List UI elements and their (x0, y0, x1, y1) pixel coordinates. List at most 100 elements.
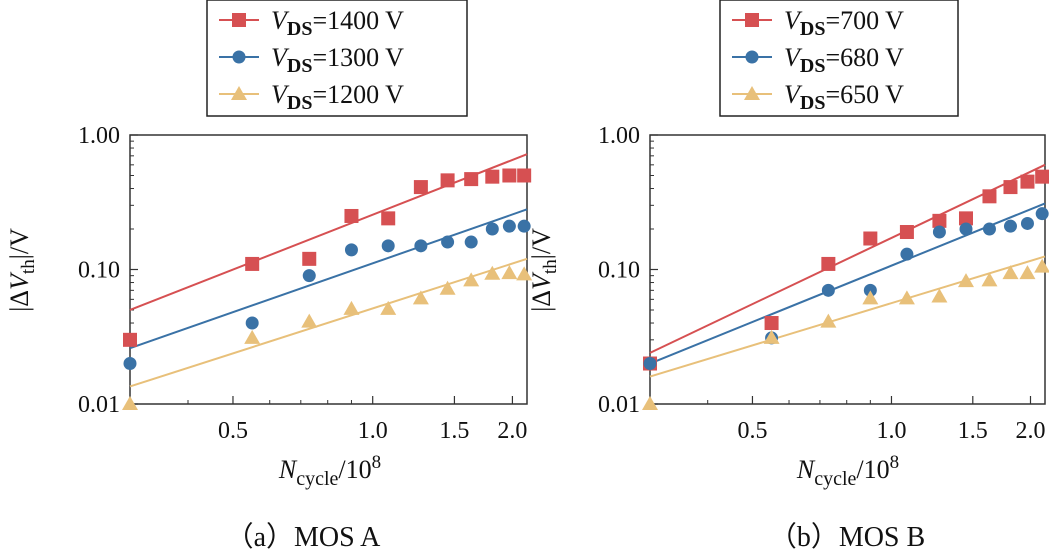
fit-line-square (649, 163, 1046, 354)
data-point-circle (381, 239, 395, 253)
data-point-square (245, 256, 260, 271)
y-axis-label: |ΔVth|/V (5, 228, 39, 312)
data-point-square (863, 231, 878, 246)
data-point-square (764, 316, 779, 331)
legend-marker-square (232, 13, 246, 27)
data-point-square (485, 169, 500, 184)
data-point-triangle (380, 300, 397, 315)
data-point-triangle (516, 266, 533, 281)
data-point-triangle (820, 313, 837, 328)
data-point-triangle (463, 272, 480, 287)
data-point-triangle (763, 329, 780, 344)
data-point-triangle (343, 300, 360, 315)
data-point-circle (900, 247, 914, 261)
data-point-square (381, 211, 396, 226)
data-point-square (440, 173, 455, 188)
y-tick-label: 1.00 (78, 123, 120, 149)
data-point-circle (245, 316, 259, 330)
data-point-triangle (931, 288, 948, 303)
fit-line-square (129, 153, 528, 311)
chart-caption: （a）MOS A (226, 521, 382, 553)
data-point-circle (123, 357, 137, 371)
data-point-circle (932, 225, 946, 239)
data-point-triangle (122, 396, 138, 410)
chart-b: 0.01 0.10 1.00 0.5 1.0 1.5 2.0 VDS=700 VVDS=680… (527, 0, 1049, 553)
data-point-circle (821, 283, 835, 297)
data-point-circle (414, 239, 428, 253)
x-tick-label: 0.5 (737, 418, 767, 444)
legend-label: VDS=700 V (784, 6, 904, 40)
data-point-circle (982, 222, 996, 236)
legend-label: VDS=650 V (784, 80, 904, 114)
y-tick-label: 0.10 (78, 258, 120, 284)
legend-marker-square (745, 13, 759, 27)
data-point-square (502, 168, 517, 183)
data-point-triangle (957, 273, 974, 288)
data-point-triangle (484, 265, 501, 280)
data-point-circle (1035, 207, 1049, 221)
data-point-triangle (1034, 258, 1049, 273)
data-point-triangle (1002, 265, 1019, 280)
data-point-square (517, 168, 532, 183)
x-tick-label: 2.0 (497, 418, 527, 444)
data-point-circle (959, 222, 973, 236)
y-tick-label: 0.01 (598, 392, 640, 418)
data-point-square (1035, 169, 1049, 184)
legend-marker-triangle (231, 86, 247, 100)
x-tick-label: 1.0 (358, 418, 388, 444)
data-point-square (982, 189, 997, 204)
data-point-circle (502, 219, 516, 233)
x-axis-label: Ncycle/108 (278, 452, 381, 490)
plot-frame (649, 134, 1046, 405)
data-point-circle (302, 269, 316, 283)
data-point-circle (464, 235, 478, 249)
data-point-square (821, 256, 836, 271)
y-tick-label: 1.00 (598, 123, 640, 149)
data-point-triangle (642, 396, 658, 410)
data-point-circle (1020, 216, 1034, 230)
data-point-square (932, 213, 947, 228)
x-tick-label: 1.5 (439, 418, 469, 444)
fit-line-triangle (649, 255, 1046, 378)
data-point-circle (1003, 219, 1017, 233)
data-point-circle (643, 357, 657, 371)
x-tick-label: 1.0 (876, 418, 906, 444)
legend-label: VDS=1300 V (271, 43, 404, 77)
data-point-triangle (301, 313, 318, 328)
data-point-square (344, 208, 359, 223)
data-point-square (899, 225, 914, 240)
legend-marker-circle (745, 50, 759, 64)
data-point-triangle (1019, 265, 1036, 280)
legend-label: VDS=1200 V (271, 80, 404, 114)
x-tick-label: 1.5 (958, 418, 988, 444)
x-tick-label: 2.0 (1015, 418, 1045, 444)
y-tick-label: 0.01 (78, 392, 120, 418)
data-point-triangle (862, 290, 879, 305)
data-point-triangle (501, 265, 518, 280)
data-point-triangle (981, 272, 998, 287)
data-point-triangle (412, 290, 429, 305)
data-point-triangle (244, 329, 261, 344)
y-tick-label: 0.10 (598, 258, 640, 284)
data-point-square (123, 332, 137, 347)
data-point-circle (441, 235, 455, 249)
data-point-square (302, 251, 317, 266)
x-axis-label: Ncycle/108 (796, 452, 899, 490)
fit-line-circle (649, 202, 1046, 365)
data-point-square (464, 172, 479, 187)
data-point-circle (863, 283, 877, 297)
data-point-square (1020, 174, 1035, 189)
chart-a: 0.01 0.10 1.00 0.5 1.0 1.5 2.0 VDS=1400 VVDS=13… (5, 0, 533, 553)
fit-line-triangle (129, 257, 528, 388)
legend-label: VDS=680 V (784, 43, 904, 77)
legend-label: VDS=1400 V (271, 6, 404, 40)
legend-marker-circle (232, 50, 246, 64)
data-point-triangle (898, 290, 915, 305)
y-axis-label: |ΔVth|/V (527, 228, 561, 312)
data-point-circle (344, 243, 358, 257)
x-tick-label: 0.5 (218, 418, 248, 444)
data-point-square (958, 211, 973, 226)
data-point-square (413, 180, 428, 195)
legend-marker-triangle (744, 86, 760, 100)
